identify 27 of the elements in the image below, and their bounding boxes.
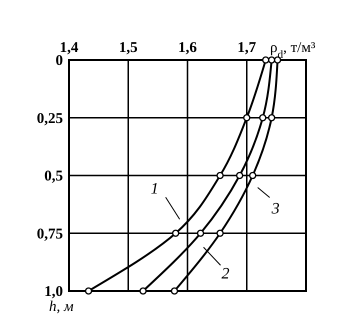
point — [172, 230, 180, 237]
point — [268, 56, 276, 64]
x-tick-label: 1,4 — [60, 40, 79, 56]
legend-label: 2 — [222, 265, 230, 282]
point — [139, 287, 147, 295]
point — [196, 230, 204, 237]
point — [170, 287, 178, 295]
y-axis-title: h, м — [49, 299, 74, 315]
point — [249, 172, 256, 180]
y-tick-label: 0 — [56, 53, 63, 69]
y-tick-label: 1,0 — [44, 284, 63, 300]
point — [84, 287, 92, 295]
y-tick-label: 0,25 — [36, 110, 63, 127]
point — [259, 114, 266, 122]
point — [236, 172, 244, 180]
y-tick-label: 0,5 — [44, 168, 63, 184]
x-tick-label: 1,6 — [178, 40, 198, 56]
x-tick-label: 1,5 — [118, 40, 138, 56]
point — [243, 114, 250, 122]
point — [216, 172, 224, 180]
x-tick-label: 1,7 — [237, 40, 257, 56]
point — [216, 230, 224, 237]
text: 1 — [150, 180, 159, 198]
y-tick-label: 0,75 — [36, 226, 63, 242]
point — [262, 56, 270, 64]
point — [268, 114, 276, 122]
legend-label: 3 — [270, 200, 280, 218]
